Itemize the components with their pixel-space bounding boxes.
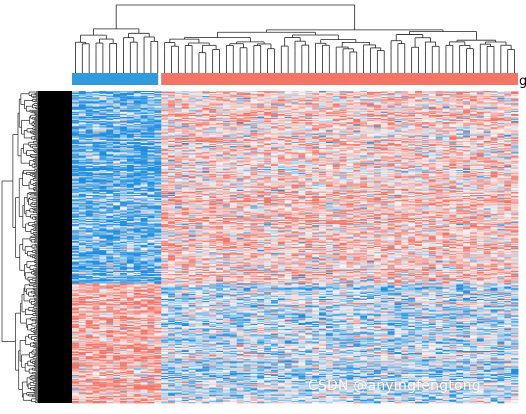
heatmap-svg	[0, 0, 526, 410]
heatmap-figure: g CSDN @anyingfengtong	[0, 0, 526, 410]
